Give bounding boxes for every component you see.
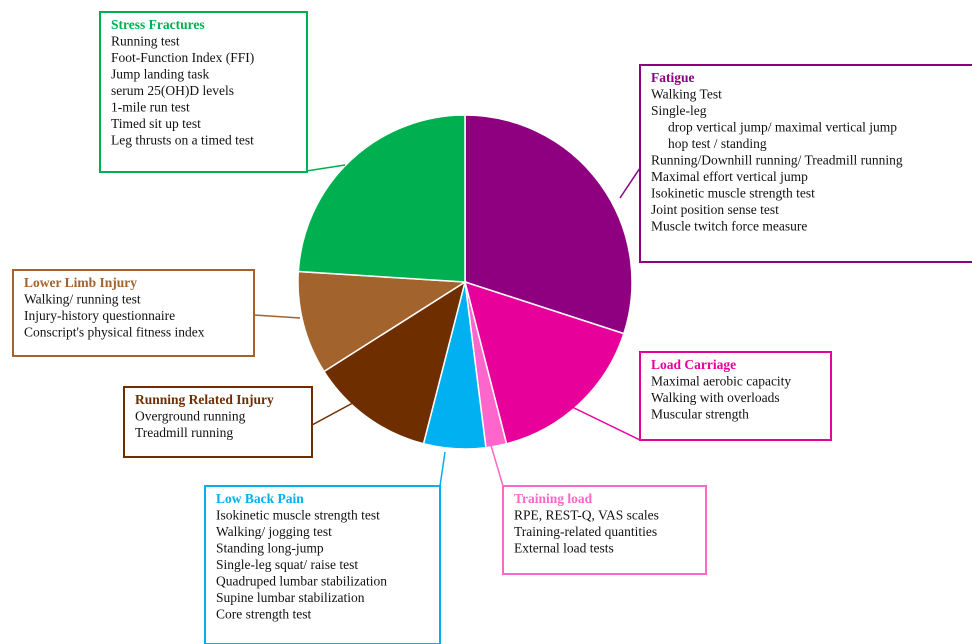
annotation-title: Load Carriage <box>651 357 736 372</box>
annotation-item: Single-leg <box>651 103 707 118</box>
annotation-item: Muscular strength <box>651 407 749 422</box>
annotation-item: Joint position sense test <box>651 202 779 217</box>
annotation-box <box>639 64 972 263</box>
annotation-item: Timed sit up test <box>111 116 201 131</box>
annotation-item: RPE, REST-Q, VAS scales <box>514 508 659 523</box>
annotation-box <box>204 485 441 644</box>
annotation-box <box>99 11 308 173</box>
annotation-item: Standing long-jump <box>216 541 324 556</box>
annotation-item: Supine lumbar stabilization <box>216 590 365 605</box>
annotation-item: Conscript's physical fitness index <box>24 325 205 340</box>
annotation-item: External load tests <box>514 541 614 556</box>
annotation-item: Injury-history questionnaire <box>24 308 175 323</box>
annotation-item: Core strength test <box>216 607 311 622</box>
annotation-item: Leg thrusts on a timed test <box>111 133 254 148</box>
annotation-item: Training-related quantities <box>514 524 657 539</box>
leader-line <box>439 451 446 487</box>
annotation-item: Maximal aerobic capacity <box>651 374 791 389</box>
annotation-item: Single-leg squat/ raise test <box>216 557 358 572</box>
annotation-item: Foot-Function Index (FFI) <box>111 50 254 65</box>
annotation-item: 1-mile run test <box>111 100 190 115</box>
annotation-box <box>639 351 832 441</box>
annotation-title: Running Related Injury <box>135 392 274 407</box>
annotation-box <box>502 485 707 575</box>
annotation-item: Walking/ running test <box>24 292 141 307</box>
annotation-title: Lower Limb Injury <box>24 275 137 290</box>
annotation-item: Muscle twitch force measure <box>651 219 807 234</box>
pie-slice <box>463 280 625 445</box>
leader-line <box>253 314 301 319</box>
annotation-item: Quadruped lumbar stabilization <box>216 574 387 589</box>
leader-line <box>311 397 363 426</box>
annotation-item: Treadmill running <box>135 425 233 440</box>
annotation-item: Maximal effort vertical jump <box>651 169 808 184</box>
pie-slice <box>297 270 468 373</box>
annotation-subitem: hop test / standing <box>668 136 767 151</box>
pie-slice <box>322 280 467 445</box>
annotation-box <box>123 386 313 458</box>
annotation-title: Low Back Pain <box>216 491 304 506</box>
leader-line <box>567 404 641 441</box>
annotation-item: Walking Test <box>651 87 722 102</box>
annotation-item: Isokinetic muscle strength test <box>651 186 815 201</box>
leader-line <box>489 441 504 487</box>
annotation-item: Running test <box>111 34 180 49</box>
annotation-item: Walking with overloads <box>651 390 780 405</box>
leader-line <box>619 167 641 199</box>
annotation-item: Running/Downhill running/ Treadmill runn… <box>651 153 903 168</box>
pie-slice <box>464 114 633 335</box>
pie-slice <box>297 114 466 283</box>
annotation-item: Walking/ jogging test <box>216 524 332 539</box>
annotation-item: serum 25(OH)D levels <box>111 83 234 98</box>
annotation-box <box>12 269 255 357</box>
annotation-subitem: drop vertical jump/ maximal vertical jum… <box>668 120 897 135</box>
annotation-title: Stress Fractures <box>111 17 205 32</box>
annotation-title: Fatigue <box>651 70 695 85</box>
annotation-item: Isokinetic muscle strength test <box>216 508 380 523</box>
annotation-title: Training load <box>514 491 593 506</box>
annotation-item: Jump landing task <box>111 67 209 82</box>
annotation-item: Overground running <box>135 409 246 424</box>
